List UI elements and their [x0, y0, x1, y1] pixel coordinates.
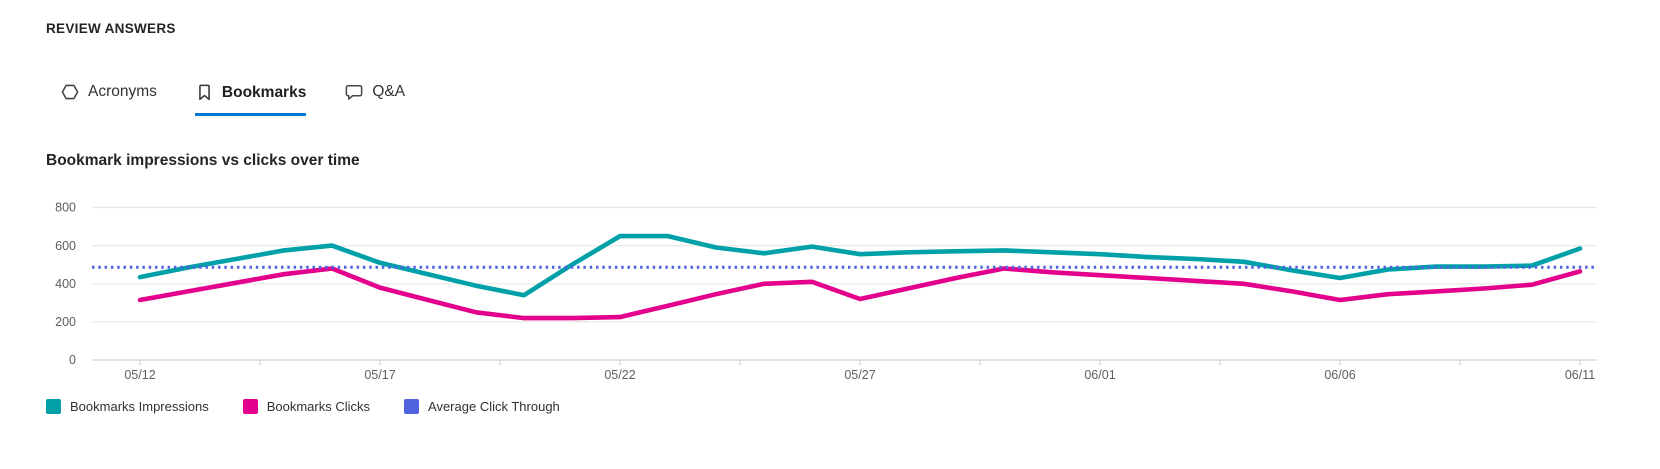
x-tick-label: 05/12	[124, 368, 155, 382]
chart-title: Bookmark impressions vs clicks over time	[46, 152, 360, 169]
gridlines-and-axes: 0 200 400 600 800 05/12 05/17 05/22 05/27 06/01 06…	[55, 201, 1597, 382]
y-tick-label: 800	[55, 201, 76, 215]
tab-bookmarks[interactable]: Bookmarks	[194, 83, 307, 116]
legend-item-average[interactable]: Average Click Through	[404, 399, 560, 414]
clicks-swatch	[242, 399, 258, 414]
tab-label: Bookmarks	[221, 83, 307, 101]
legend-label: Bookmarks Clicks	[266, 399, 371, 414]
legend-item-clicks[interactable]: Bookmarks Clicks	[242, 399, 371, 414]
bookmark-icon	[195, 83, 214, 102]
legend-label: Average Click Through	[428, 399, 560, 414]
tab-acronyms[interactable]: Acronyms	[60, 82, 157, 116]
impressions-swatch	[46, 399, 61, 414]
tab-label: Acronyms	[88, 83, 157, 100]
impressions-line	[137, 233, 1583, 298]
section-heading: REVIEW ANSWERS	[46, 21, 176, 36]
average-swatch	[404, 399, 420, 414]
tab-qna[interactable]: Q&A	[344, 82, 405, 116]
y-tick-label: 400	[55, 277, 76, 291]
clicks-line	[137, 266, 1583, 321]
y-tick-label: 0	[69, 353, 76, 367]
y-tick-label: 600	[55, 239, 76, 253]
legend-item-impressions[interactable]: Bookmarks Impressions	[46, 399, 209, 414]
line-chart: 0 200 400 600 800 05/12 05/17 05/22 05/27 06/01 06…	[55, 201, 1597, 382]
legend: Bookmarks Impressions Bookmarks Clicks A…	[46, 399, 560, 414]
y-tick-label: 200	[55, 315, 76, 329]
x-tick-label: 06/06	[1324, 368, 1355, 382]
x-tick-label: 06/01	[1084, 368, 1115, 382]
x-tick-label: 06/11	[1565, 368, 1595, 382]
x-tick-label: 05/17	[364, 368, 395, 382]
chat-icon	[344, 82, 364, 102]
tab-label: Q&A	[372, 83, 406, 100]
x-tick-label: 05/22	[604, 368, 635, 382]
x-tick-label: 05/27	[844, 368, 875, 382]
legend-label: Bookmarks Impressions	[70, 399, 209, 414]
tab-bar: Acronyms Bookmarks Q&A	[60, 82, 405, 116]
hexagon-icon	[60, 82, 80, 102]
